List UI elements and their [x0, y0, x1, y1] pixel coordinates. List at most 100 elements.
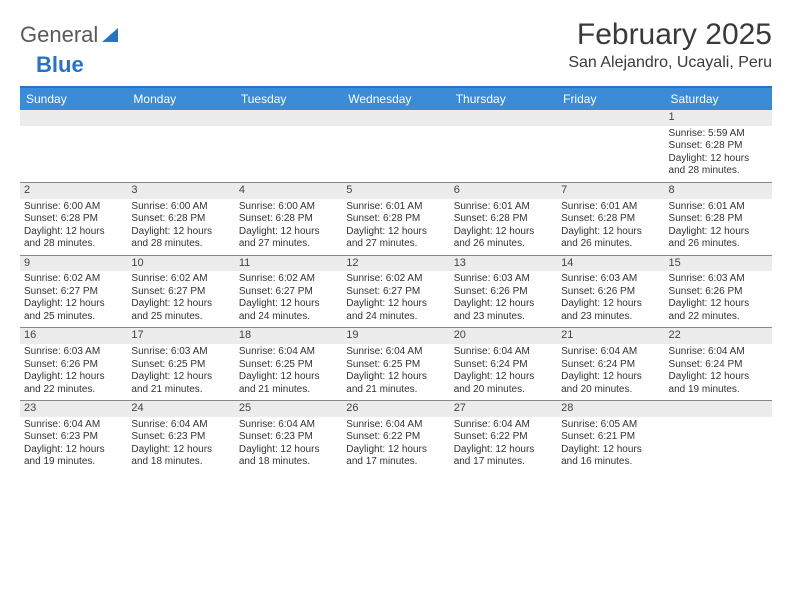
day-cell: 27Sunrise: 6:04 AMSunset: 6:22 PMDayligh… [450, 401, 557, 473]
day-cell: 24 Sunrise: 6:04 AMSunset: 6:23 PMDayligh… [127, 401, 234, 473]
sunset-text: Sunset: 6:24 PM [561, 359, 660, 372]
calendar: Sunday Monday Tuesday Wednesday Thursday… [20, 86, 772, 473]
sunset-text: Sunset: 6:22 PM [454, 431, 553, 444]
sunset-text: Sunset: 6:23 PM [131, 431, 230, 444]
day-number [342, 110, 449, 126]
day-cell [557, 110, 664, 182]
day-number [235, 110, 342, 126]
daylight-text: Daylight: 12 hours [561, 298, 660, 311]
sunrise-text: Sunrise: 6:01 AM [454, 201, 553, 214]
daylight-text: and 28 minutes. [131, 238, 230, 251]
sunset-text: Sunset: 6:25 PM [131, 359, 230, 372]
day-cell: 9Sunrise: 6:02 AMSunset: 6:27 PMDaylight… [20, 256, 127, 328]
daylight-text: and 17 minutes. [454, 456, 553, 469]
day-cell: 5Sunrise: 6:01 AMSunset: 6:28 PMDaylight… [342, 183, 449, 255]
day-cell: 28Sunrise: 6:05 AMSunset: 6:21 PMDayligh… [557, 401, 664, 473]
daylight-text: Daylight: 12 hours [24, 298, 123, 311]
daylight-text: and 19 minutes. [24, 456, 123, 469]
week-row: 2Sunrise: 6:00 AMSunset: 6:28 PMDaylight… [20, 182, 772, 255]
daylight-text: Daylight: 12 hours [239, 298, 338, 311]
day-number [665, 401, 772, 417]
daylight-text: and 25 minutes. [24, 311, 123, 324]
daylight-text: and 20 minutes. [561, 384, 660, 397]
day-header-row: Sunday Monday Tuesday Wednesday Thursday… [20, 88, 772, 110]
sunrise-text: Sunrise: 6:04 AM [454, 346, 553, 359]
day-cell: 13Sunrise: 6:03 AMSunset: 6:26 PMDayligh… [450, 256, 557, 328]
daylight-text: and 24 minutes. [239, 311, 338, 324]
day-number: 16 [20, 328, 127, 344]
sunrise-text: Sunrise: 6:03 AM [561, 273, 660, 286]
day-cell [127, 110, 234, 182]
day-header: Saturday [665, 88, 772, 110]
day-number: 22 [665, 328, 772, 344]
sunrise-text: Sunrise: 6:04 AM [239, 419, 338, 432]
logo: General [20, 18, 120, 48]
day-number [557, 110, 664, 126]
sunrise-text: Sunrise: 6:03 AM [24, 346, 123, 359]
sunset-text: Sunset: 6:28 PM [669, 213, 768, 226]
sunrise-text: Sunrise: 6:00 AM [131, 201, 230, 214]
daylight-text: and 26 minutes. [669, 238, 768, 251]
day-number: 4 [235, 183, 342, 199]
week-row: 23Sunrise: 6:04 AMSunset: 6:23 PMDayligh… [20, 400, 772, 473]
day-number: 25 [235, 401, 342, 417]
sunset-text: Sunset: 6:22 PM [346, 431, 445, 444]
daylight-text: and 17 minutes. [346, 456, 445, 469]
sunset-text: Sunset: 6:26 PM [24, 359, 123, 372]
daylight-text: and 22 minutes. [669, 311, 768, 324]
sunset-text: Sunset: 6:27 PM [346, 286, 445, 299]
daylight-text: and 16 minutes. [561, 456, 660, 469]
sunset-text: Sunset: 6:27 PM [239, 286, 338, 299]
daylight-text: and 26 minutes. [454, 238, 553, 251]
day-number: 5 [342, 183, 449, 199]
sunset-text: Sunset: 6:28 PM [131, 213, 230, 226]
daylight-text: Daylight: 12 hours [669, 226, 768, 239]
day-number: 24 [127, 401, 234, 417]
daylight-text: Daylight: 12 hours [239, 444, 338, 457]
daylight-text: Daylight: 12 hours [131, 444, 230, 457]
sunset-text: Sunset: 6:28 PM [669, 140, 768, 153]
daylight-text: Daylight: 12 hours [24, 371, 123, 384]
day-number [450, 110, 557, 126]
sunset-text: Sunset: 6:27 PM [131, 286, 230, 299]
sunrise-text: Sunrise: 6:04 AM [561, 346, 660, 359]
day-number [20, 110, 127, 126]
day-number: 28 [557, 401, 664, 417]
day-number: 13 [450, 256, 557, 272]
sunrise-text: Sunrise: 6:03 AM [131, 346, 230, 359]
day-cell: 19Sunrise: 6:04 AMSunset: 6:25 PMDayligh… [342, 328, 449, 400]
sunrise-text: Sunrise: 6:01 AM [561, 201, 660, 214]
day-number: 26 [342, 401, 449, 417]
day-cell: 16 Sunrise: 6:03 AMSunset: 6:26 PMDayligh… [20, 328, 127, 400]
daylight-text: Daylight: 12 hours [239, 371, 338, 384]
sunset-text: Sunset: 6:25 PM [346, 359, 445, 372]
month-title: February 2025 [568, 18, 772, 52]
day-cell: 23Sunrise: 6:04 AMSunset: 6:23 PMDayligh… [20, 401, 127, 473]
daylight-text: Daylight: 12 hours [346, 444, 445, 457]
sunset-text: Sunset: 6:26 PM [561, 286, 660, 299]
daylight-text: and 25 minutes. [131, 311, 230, 324]
daylight-text: and 28 minutes. [24, 238, 123, 251]
week-row: 9Sunrise: 6:02 AMSunset: 6:27 PMDaylight… [20, 255, 772, 328]
sunrise-text: Sunrise: 6:02 AM [346, 273, 445, 286]
daylight-text: Daylight: 12 hours [24, 444, 123, 457]
sunset-text: Sunset: 6:28 PM [24, 213, 123, 226]
day-header: Friday [557, 88, 664, 110]
day-cell: 4Sunrise: 6:00 AMSunset: 6:28 PMDaylight… [235, 183, 342, 255]
daylight-text: and 28 minutes. [669, 165, 768, 178]
sunset-text: Sunset: 6:24 PM [454, 359, 553, 372]
daylight-text: Daylight: 12 hours [669, 153, 768, 166]
daylight-text: and 27 minutes. [239, 238, 338, 251]
daylight-text: and 21 minutes. [239, 384, 338, 397]
day-cell: 10Sunrise: 6:02 AMSunset: 6:27 PMDayligh… [127, 256, 234, 328]
daylight-text: and 24 minutes. [346, 311, 445, 324]
day-number: 15 [665, 256, 772, 272]
daylight-text: Daylight: 12 hours [454, 371, 553, 384]
day-header: Tuesday [235, 88, 342, 110]
sunset-text: Sunset: 6:24 PM [669, 359, 768, 372]
sunrise-text: Sunrise: 6:04 AM [131, 419, 230, 432]
daylight-text: Daylight: 12 hours [454, 444, 553, 457]
day-cell: 12Sunrise: 6:02 AMSunset: 6:27 PMDayligh… [342, 256, 449, 328]
day-cell: 1Sunrise: 5:59 AMSunset: 6:28 PMDaylight… [665, 110, 772, 182]
daylight-text: Daylight: 12 hours [131, 226, 230, 239]
